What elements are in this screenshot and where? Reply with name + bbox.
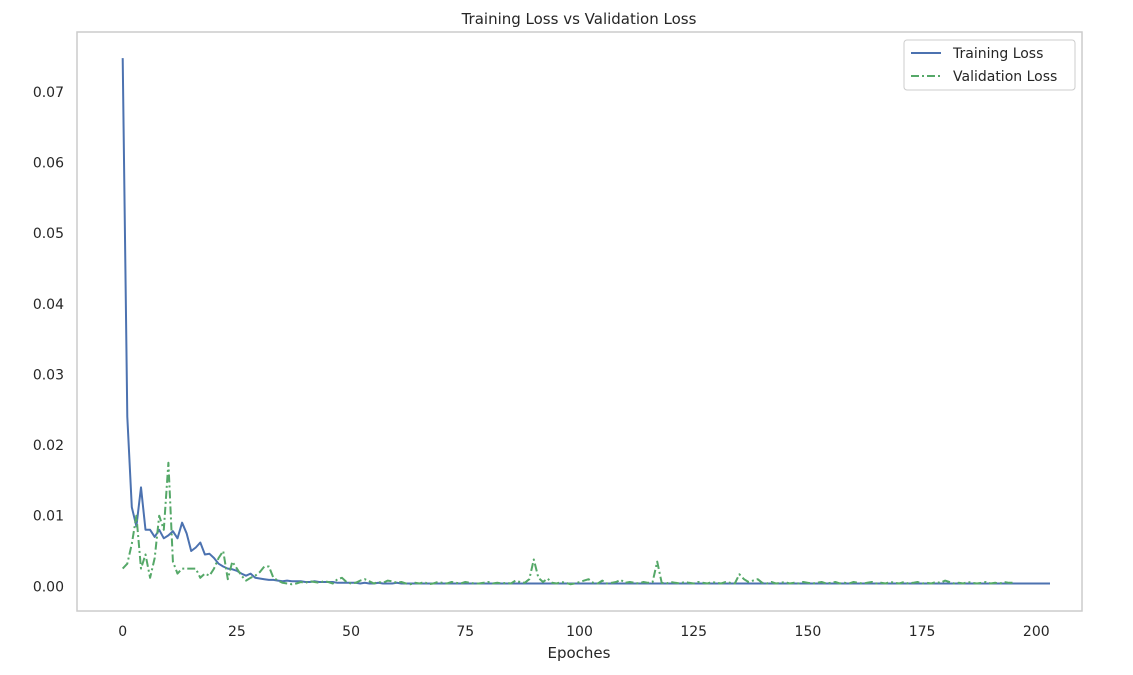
x-tick-label: 150 xyxy=(795,624,822,640)
x-axis-label: Epoches xyxy=(548,644,611,662)
legend-label-training-loss: Training Loss xyxy=(952,46,1043,62)
y-axis-ticks: 0.00 0.01 0.02 0.03 0.04 0.05 0.06 0.07 xyxy=(33,85,64,595)
y-tick-label: 0.02 xyxy=(33,438,64,454)
y-tick-label: 0.00 xyxy=(33,579,64,595)
y-tick-label: 0.06 xyxy=(33,156,64,172)
x-tick-label: 125 xyxy=(680,624,707,640)
plot-area xyxy=(121,58,1050,586)
y-tick-label: 0.07 xyxy=(33,85,64,101)
x-tick-label: 50 xyxy=(342,624,360,640)
x-tick-label: 0 xyxy=(118,624,127,640)
y-tick-label: 0.01 xyxy=(33,509,64,525)
legend-label-validation-loss: Validation Loss xyxy=(953,69,1057,85)
legend: Training Loss Validation Loss xyxy=(903,39,1076,91)
y-tick-label: 0.05 xyxy=(33,226,64,242)
x-tick-label: 25 xyxy=(228,624,246,640)
axes-frame xyxy=(76,31,1083,612)
series-line-training-loss xyxy=(121,58,1050,585)
y-tick-label: 0.04 xyxy=(33,297,64,313)
chart-title: Training Loss vs Validation Loss xyxy=(461,10,697,28)
x-tick-label: 200 xyxy=(1023,624,1050,640)
series-line-validation-loss xyxy=(121,461,1014,586)
x-tick-label: 100 xyxy=(566,624,593,640)
legend-box xyxy=(903,39,1076,91)
x-axis-ticks: 0 25 50 75 100 125 150 175 200 xyxy=(118,624,1049,640)
x-tick-label: 75 xyxy=(456,624,474,640)
y-tick-label: 0.03 xyxy=(33,368,64,384)
x-tick-label: 175 xyxy=(909,624,936,640)
